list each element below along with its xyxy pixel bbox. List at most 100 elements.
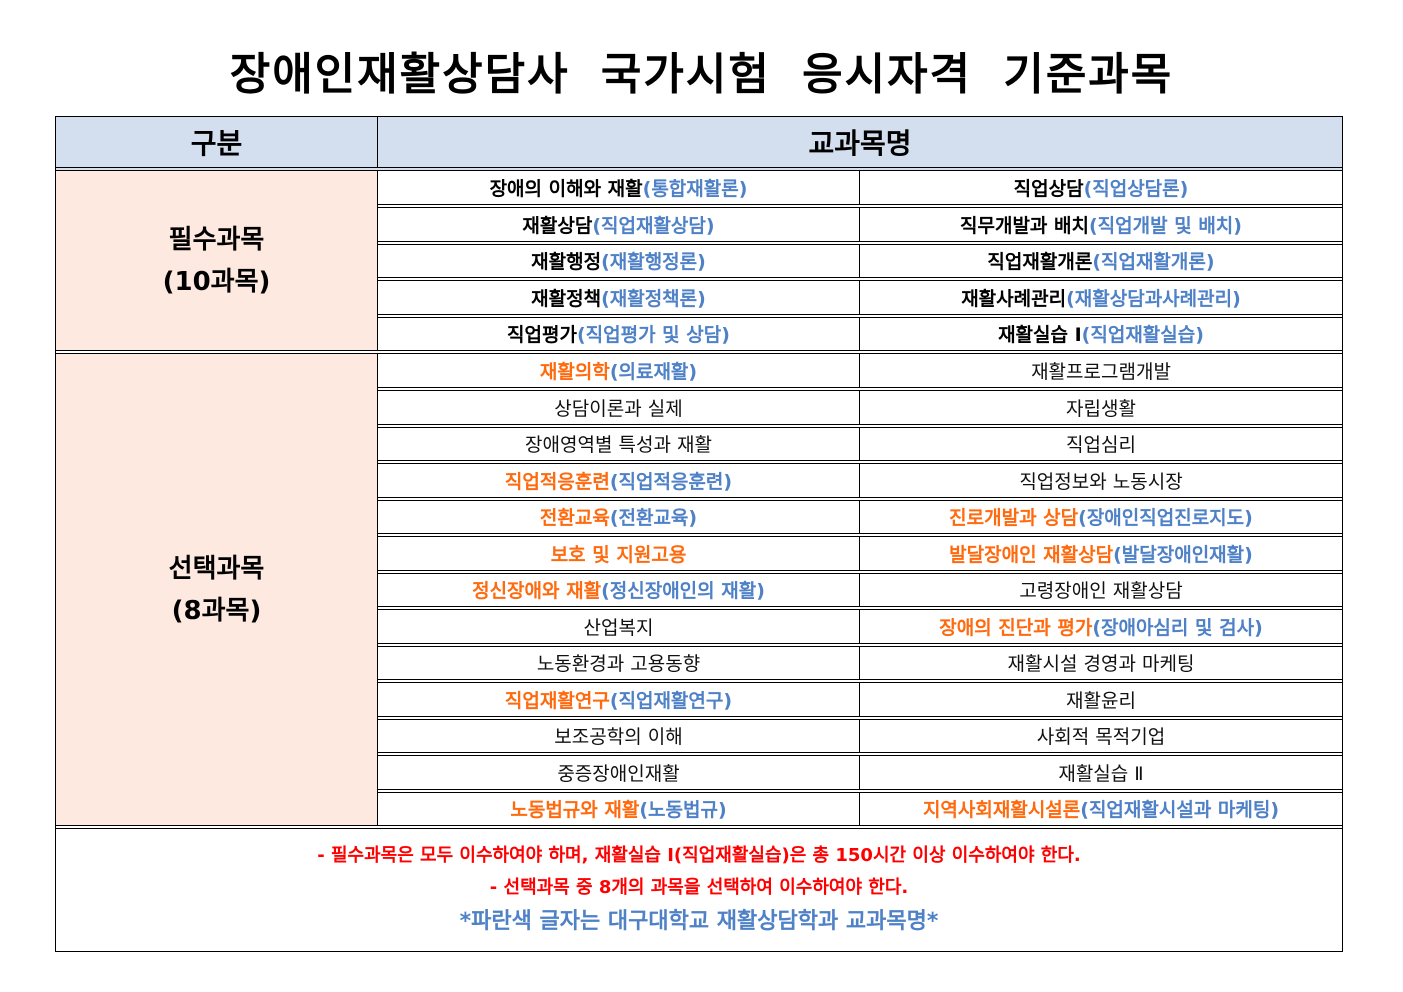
subject-cell: 재활윤리: [860, 683, 1342, 716]
subject-cell: 보조공학의 이해: [378, 719, 860, 752]
subject-cell: 직업평가 (직업평가 및 상담): [378, 317, 860, 350]
subject-cell: 직업심리: [860, 428, 1342, 461]
subject-cell: 재활시설 경영과 마케팅: [860, 647, 1342, 680]
header-category: 구분: [56, 117, 378, 167]
subject-cell: 자립생활: [860, 391, 1342, 424]
subject-name: 직업상담: [1013, 178, 1084, 200]
university-course-name: (직업재활실습): [1081, 324, 1204, 347]
subject-name: 직무개발과 배치: [960, 214, 1089, 237]
table-row: 재활상담 (직업재활상담) 직무개발과 배치 (직업개발 및 배치): [378, 204, 1342, 241]
university-course-name: (발달장애인재활): [1113, 543, 1253, 566]
subject-name: 재활행정: [531, 251, 602, 274]
subject-name: 재활실습 Ⅱ: [1058, 762, 1144, 785]
subjects-table: 구분 교과목명 필수과목 (10과목) 장애의 이해와 재활 (통합재활론) 직업상담(…: [55, 116, 1343, 952]
table-row: 노동환경과 고용동향 재활시설 경영과 마케팅: [378, 642, 1342, 680]
table-row: 노동법규와 재활 (노동법규) 지역사회재활시설론 (직업재활시설과 마케팅): [378, 788, 1342, 825]
subject-name: 자립생활: [1066, 397, 1136, 420]
table-row: 장애영역별 특성과 재활 직업심리: [378, 423, 1342, 461]
subject-name: 직업심리: [1066, 434, 1136, 457]
subject-name: 지역사회재활시설론: [922, 799, 1081, 822]
subject-cell: 중증장애인재활: [378, 756, 860, 789]
subject-name: 직업재활개론: [987, 251, 1093, 274]
subject-cell: 노동법규와 재활 (노동법규): [378, 792, 860, 825]
subject-cell: 직업재활연구 (직업재활연구): [378, 683, 860, 716]
subject-name: 재활상담: [522, 214, 593, 237]
subject-name: 노동환경과 고용동향: [536, 653, 701, 676]
subject-name: 진로개발과 상담: [949, 507, 1079, 530]
category-label: 필수과목: [168, 224, 265, 255]
subject-cell: 고령장애인 재활상담: [860, 574, 1342, 607]
university-course-name: (노동법규): [639, 799, 727, 822]
subject-name: 전환교육: [539, 507, 610, 530]
category-cell: 필수과목 (10과목): [56, 171, 378, 350]
subject-name: 직업적응훈련: [504, 470, 610, 493]
subject-name: 재활의학: [539, 361, 610, 383]
subject-cell: 재활의학 (의료재활): [378, 354, 860, 387]
subject-cell: 재활실습 Ⅰ (직업재활실습): [860, 318, 1342, 351]
header-subjects: 교과목명: [808, 127, 912, 160]
university-course-name: (재활정책론): [601, 287, 706, 310]
university-course-name: (정신장애인의 재활): [601, 580, 765, 603]
subject-name: 장애의 이해와 재활: [489, 178, 643, 200]
subject-name: 재활프로그램개발: [1031, 361, 1171, 383]
subject-name: 노동법규와 재활: [510, 799, 640, 822]
subject-name: 보조공학의 이해: [554, 726, 683, 749]
subject-cell: 전환교육 (전환교육): [378, 500, 860, 533]
university-course-name: (직업재활연구): [609, 689, 733, 712]
note-blue-legend: *파란색 글자는 대구대학교 재활상담학과 교과목명*: [459, 909, 939, 934]
university-course-name: (의료재활): [609, 361, 698, 383]
university-course-name: (재활상담과사례관리): [1066, 287, 1241, 310]
university-course-name: (전환교육): [609, 507, 698, 530]
subject-cell: 노동환경과 고용동향: [378, 646, 860, 679]
subject-cell: 정신장애와 재활 (정신장애인의 재활): [378, 573, 860, 606]
table-row: 재활정책 (재활정책론) 재활사례관리 (재활상담과사례관리): [378, 277, 1342, 314]
table-row: 직업적응훈련 (직업적응훈련) 직업정보와 노동시장: [378, 460, 1342, 497]
table-row: 산업복지 장애의 진단과 평가 (장애아심리 및 검사): [378, 606, 1342, 643]
university-course-name: (장애인직업진로지도): [1078, 507, 1253, 530]
university-course-name: (직업개발 및 배치): [1089, 214, 1242, 237]
university-course-name: (직업재활상담): [592, 214, 715, 237]
category-label: 선택과목: [168, 553, 265, 584]
subject-cell: 재활정책 (재활정책론): [378, 281, 860, 314]
subject-name: 재활시설 경영과 마케팅: [1007, 653, 1195, 676]
category-cell: 선택과목 (8과목): [56, 354, 378, 825]
subject-name: 재활정책: [531, 287, 602, 310]
table-row: 상담이론과 실제 자립생활: [378, 387, 1342, 424]
subject-cell: 재활프로그램개발: [860, 354, 1342, 387]
category-count: (8과목): [171, 595, 262, 626]
required-group: 필수과목 (10과목) 장애의 이해와 재활 (통합재활론) 직업상담 (직업상담론) 재활…: [56, 171, 1342, 354]
university-course-name: (직업적응훈련): [609, 470, 733, 493]
subject-cell: 상담이론과 실제: [378, 391, 860, 424]
university-course-name: (직업평가 및 상담): [576, 324, 730, 347]
table-row: 재활의학 (의료재활) 재활프로그램개발: [378, 354, 1342, 387]
subject-name: 상담이론과 실제: [554, 397, 683, 420]
subject-name: 중증장애인재활: [557, 762, 680, 785]
subject-rows: 장애의 이해와 재활 (통합재활론) 직업상담 (직업상담론) 재활상담 (직업재활상담)…: [378, 171, 1342, 350]
subject-cell: 발달장애인 재활상담 (발달장애인재활): [860, 537, 1342, 570]
table-row: 전환교육 (전환교육) 진로개발과 상담 (장애인직업진로지도): [378, 496, 1342, 533]
subject-cell: 장애영역별 특성과 재활: [378, 427, 860, 460]
subject-cell: 재활상담 (직업재활상담): [378, 208, 860, 241]
table-header: 구분 교과목명: [56, 117, 1342, 171]
subject-cell: 장애의 진단과 평가 (장애아심리 및 검사): [860, 610, 1342, 643]
subject-cell: 사회적 목적기업: [860, 720, 1342, 753]
subject-name: 재활실습 Ⅰ: [998, 324, 1082, 347]
subject-name: 직업재활연구: [504, 689, 610, 712]
subject-cell: 직업적응훈련 (직업적응훈련): [378, 464, 860, 497]
university-course-name: (직업재활개론): [1092, 251, 1215, 274]
table-row: 보호 및 지원고용 발달장애인 재활상담 (발달장애인재활): [378, 533, 1342, 570]
subject-cell: 장애의 이해와 재활 (통합재활론): [378, 171, 860, 204]
subject-cell: 직업상담 (직업상담론): [860, 171, 1342, 204]
table-row: 중증장애인재활 재활실습 Ⅱ: [378, 752, 1342, 789]
table-row: 재활행정 (재활행정론) 직업재활개론 (직업재활개론): [378, 240, 1342, 278]
subject-name: 재활윤리: [1066, 689, 1136, 712]
subject-cell: 직업재활개론 (직업재활개론): [860, 245, 1342, 278]
university-course-name: (통합재활론): [642, 178, 748, 200]
university-course-name: (장애아심리 및 검사): [1092, 616, 1263, 639]
university-course-name: (직업재활시설과 마케팅): [1080, 799, 1280, 822]
table-row: 장애의 이해와 재활 (통합재활론) 직업상담 (직업상담론): [378, 171, 1342, 204]
subject-name: 발달장애인 재활상담: [949, 543, 1114, 566]
subject-name: 고령장애인 재활상담: [1019, 580, 1183, 603]
subject-name: 보호 및 지원고용: [550, 543, 687, 566]
